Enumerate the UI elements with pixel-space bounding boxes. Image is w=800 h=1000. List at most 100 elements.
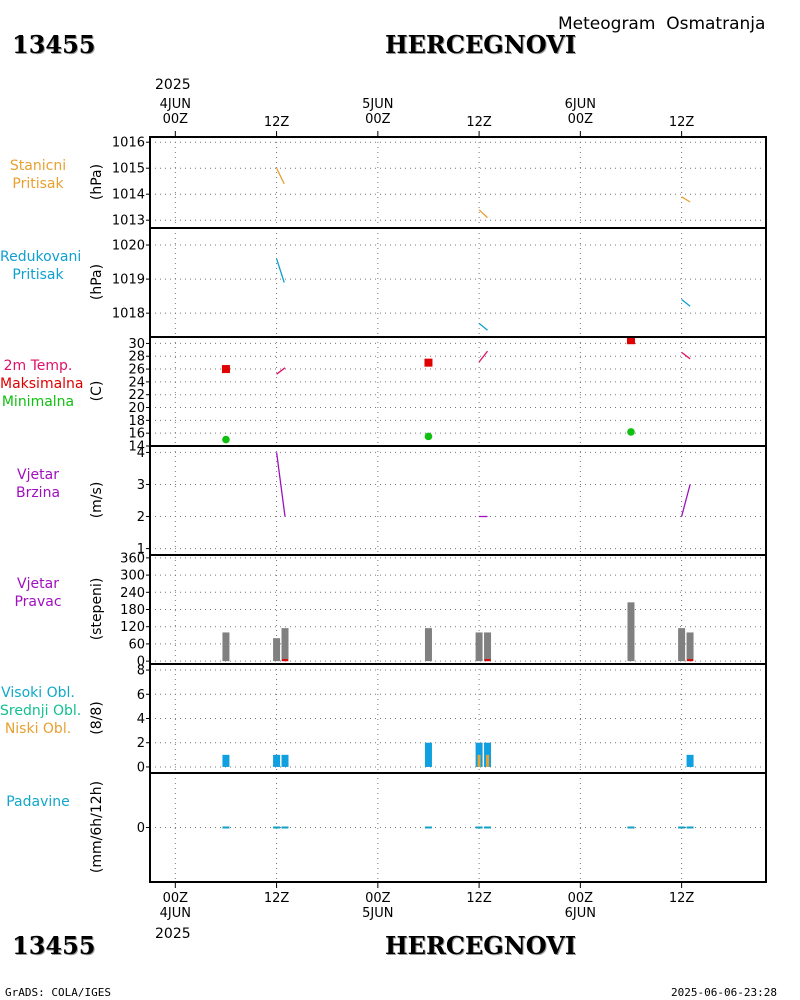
panel-label-line: Vjetar — [17, 576, 59, 592]
y-tick-label: 6 — [137, 688, 145, 703]
y-tick-label: 22 — [128, 388, 145, 403]
panel-frame-stanicni — [149, 136, 767, 229]
y-tick-label: 26 — [128, 363, 145, 378]
panel-frame-pravac — [149, 554, 767, 665]
panel-label-line: Pravac — [14, 594, 62, 610]
panel-frame-temp — [149, 336, 767, 447]
y-tick-label: 8 — [137, 664, 145, 679]
panel-label-brzina: Vjetar Brzina — [0, 466, 76, 502]
y-tick-label: 4 — [137, 446, 145, 461]
panel-label-line: Maksimalna — [0, 376, 84, 392]
y-tick-label: 18 — [128, 414, 145, 429]
series-line-temp — [478, 350, 489, 363]
panel-label-line: Minimalna — [1, 394, 75, 410]
calm-mark — [484, 659, 491, 662]
panel-label-line: Visoki Obl. — [1, 685, 75, 701]
series-line-stanicni — [681, 196, 691, 203]
y-tick-label: 1013 — [112, 214, 145, 229]
y-tick-label: 28 — [128, 350, 145, 365]
y-tick-label: 300 — [120, 569, 145, 584]
y-tick-label: 240 — [120, 586, 145, 601]
time-tick-bottom-label: 12Z — [668, 891, 695, 906]
y-tick-label: 16 — [128, 427, 145, 442]
y-tick-label: 24 — [128, 375, 145, 390]
time-tick-bottom-label: 00Z 6JUN — [564, 891, 597, 921]
y-tick-label: 120 — [120, 620, 145, 635]
max-temp-point — [626, 336, 635, 345]
station-name-header: HERCEGNOVI — [385, 30, 577, 59]
time-tick-top-label: 6JUN 00Z — [564, 97, 597, 127]
panel-label-line: Pritisak — [12, 176, 64, 192]
panel-label-line: Padavine — [6, 794, 70, 810]
time-tick-bottom-label: 12Z — [263, 891, 290, 906]
panel-label-oblaci: Visoki Obl. Srednji Obl. Niski Obl. — [0, 684, 81, 738]
panel-label-line: Pritisak — [12, 267, 64, 283]
series-line-brzina — [680, 484, 691, 517]
y-tick-label: 0 — [137, 655, 145, 670]
grads-credit: GrADS: COLA/IGES — [5, 986, 111, 999]
series-line-brzina — [275, 452, 286, 517]
cloud-bar-visokiobl — [273, 754, 281, 767]
bar-pravac — [475, 632, 483, 662]
bar-padavine — [475, 826, 483, 829]
panel-label-redukovani: Redukovani Pritisak — [0, 248, 82, 284]
bar-pravac — [222, 632, 230, 662]
panel-label-pravac: Vjetar Pravac — [0, 575, 76, 611]
bar-padavine — [424, 826, 432, 829]
cloud-bar-visokiobl — [281, 754, 289, 767]
time-tick-top-label: 12Z — [466, 115, 492, 130]
y-tick-label: 1020 — [112, 239, 145, 254]
bar-pravac — [273, 638, 281, 662]
bar-padavine — [222, 826, 230, 829]
min-temp-point — [627, 428, 635, 436]
panel-label-line: Stanicni — [9, 158, 67, 174]
time-tick-top-label: 12Z — [263, 115, 290, 130]
cloud-bar-visokiobl — [222, 754, 230, 767]
cloud-bar-niskiobl — [477, 754, 481, 767]
min-temp-point — [424, 432, 433, 441]
y-tick-label: 1016 — [112, 136, 145, 151]
y-tick-label: 30 — [128, 337, 145, 352]
bar-pravac — [627, 602, 635, 662]
cloud-bar-visokiobl — [424, 742, 432, 767]
panel-label-line: Redukovani — [0, 249, 82, 265]
header-year: 2025 — [155, 77, 191, 93]
y-tick-label: 4 — [137, 712, 145, 727]
time-tick-bottom-label: 00Z 5JUN — [362, 891, 394, 921]
time-tick-top-label: 12Z — [668, 115, 695, 130]
cloud-bar-visokiobl — [686, 754, 694, 767]
bar-pravac — [678, 628, 686, 662]
min-temp-point — [222, 435, 230, 444]
y-tick-label: 2 — [137, 736, 145, 751]
bar-pravac — [281, 628, 289, 662]
series-line-stanicni — [276, 167, 285, 185]
series-line-redukovani — [478, 322, 488, 331]
bar-padavine — [273, 826, 281, 829]
bar-padavine — [281, 826, 289, 829]
y-tick-label: 3 — [137, 478, 145, 493]
series-line-redukovani — [681, 298, 691, 307]
y-tick-label: 20 — [128, 401, 145, 416]
bar-padavine — [627, 826, 635, 829]
bar-pravac — [424, 628, 432, 662]
series-line-temp — [681, 351, 691, 360]
bar-padavine — [678, 826, 686, 829]
y-tick-label: 360 — [120, 551, 145, 566]
time-tick-bottom-label: 12Z — [466, 891, 492, 906]
bar-padavine — [686, 826, 694, 829]
panel-frame-brzina — [149, 445, 767, 556]
max-temp-point — [424, 358, 433, 367]
panel-label-line: 2m Temp. — [3, 358, 73, 374]
series-line-stanicni — [478, 209, 488, 219]
y-tick-label: 0 — [137, 760, 145, 775]
y-tick-label: 14 — [128, 440, 145, 455]
time-tick-top-label: 5JUN 00Z — [362, 97, 394, 127]
y-tick-label: 1018 — [112, 307, 145, 322]
panel-label-temp: 2m Temp. Maksimalna Minimalna — [0, 357, 84, 411]
bar-padavine — [484, 826, 492, 829]
meteogram-subtitle: Meteogram Osmatranja — [558, 14, 766, 34]
max-temp-point — [221, 365, 230, 374]
y-tick-label: 1015 — [112, 162, 145, 177]
series-line-redukovani — [275, 258, 285, 283]
bar-pravac — [686, 632, 694, 662]
